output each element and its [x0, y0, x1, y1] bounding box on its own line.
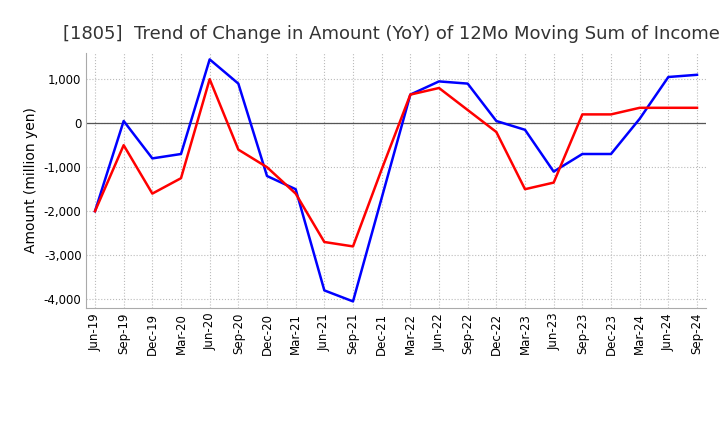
Net Income [607, 112, 616, 117]
Net Income [435, 85, 444, 91]
Net Income [635, 105, 644, 110]
Net Income [406, 92, 415, 97]
Net Income [693, 105, 701, 110]
Net Income [578, 112, 587, 117]
Net Income [492, 129, 500, 135]
Net Income [292, 191, 300, 196]
Net Income [234, 147, 243, 152]
Line: Ordinary Income: Ordinary Income [95, 59, 697, 301]
Y-axis label: Amount (million yen): Amount (million yen) [24, 107, 38, 253]
Ordinary Income [693, 72, 701, 77]
Ordinary Income [492, 118, 500, 124]
Ordinary Income [176, 151, 185, 157]
Net Income [549, 180, 558, 185]
Ordinary Income [91, 209, 99, 214]
Net Income [263, 165, 271, 170]
Ordinary Income [406, 92, 415, 97]
Ordinary Income [607, 151, 616, 157]
Ordinary Income [263, 173, 271, 179]
Ordinary Income [377, 195, 386, 201]
Net Income [176, 176, 185, 181]
Title: [1805]  Trend of Change in Amount (YoY) of 12Mo Moving Sum of Incomes: [1805] Trend of Change in Amount (YoY) o… [63, 25, 720, 43]
Net Income [91, 209, 99, 214]
Net Income [521, 187, 529, 192]
Net Income [320, 239, 328, 245]
Net Income [148, 191, 157, 196]
Ordinary Income [234, 81, 243, 86]
Net Income [120, 143, 128, 148]
Line: Net Income: Net Income [95, 79, 697, 246]
Net Income [377, 167, 386, 172]
Ordinary Income [549, 169, 558, 174]
Ordinary Income [635, 116, 644, 121]
Ordinary Income [320, 288, 328, 293]
Ordinary Income [578, 151, 587, 157]
Net Income [464, 107, 472, 113]
Ordinary Income [205, 57, 214, 62]
Ordinary Income [348, 299, 357, 304]
Net Income [205, 77, 214, 82]
Ordinary Income [120, 118, 128, 124]
Ordinary Income [464, 81, 472, 86]
Ordinary Income [435, 79, 444, 84]
Net Income [348, 244, 357, 249]
Ordinary Income [664, 74, 672, 80]
Ordinary Income [292, 187, 300, 192]
Ordinary Income [521, 127, 529, 132]
Ordinary Income [148, 156, 157, 161]
Net Income [664, 105, 672, 110]
